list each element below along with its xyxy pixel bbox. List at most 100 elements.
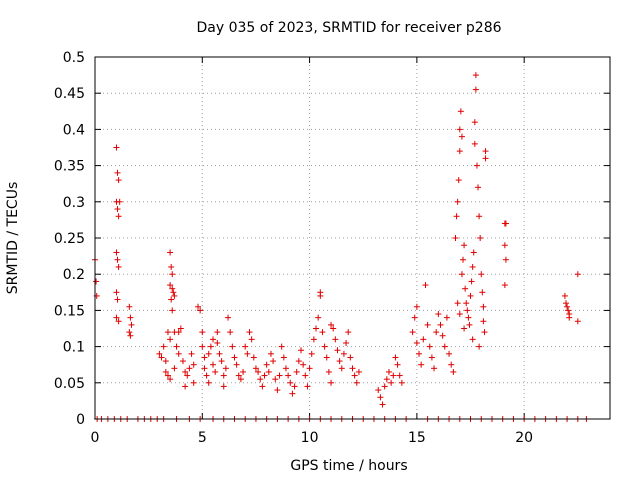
data-point [169,285,176,292]
data-point [355,368,362,375]
data-point [455,177,462,184]
data-point [222,365,229,372]
data-point [291,383,298,390]
data-point [349,365,356,372]
data-point [501,242,508,249]
data-point [128,321,135,328]
data-point [450,368,457,375]
data-point [300,361,307,368]
data-point [328,379,335,386]
y-tick-label: 0.2 [63,267,85,283]
data-point [454,300,461,307]
data-point [162,368,169,375]
data-point [464,307,471,314]
data-point [456,126,463,133]
data-point [398,379,405,386]
y-tick-label: 0.05 [54,376,85,392]
data-point [259,383,266,390]
x-axis-label: GPS time / hours [290,458,407,474]
data-point [465,314,472,321]
data-point [184,372,191,379]
data-point [439,332,446,339]
data-point [385,368,392,375]
data-point [214,339,221,346]
data-point [467,292,474,299]
data-point [456,311,463,318]
data-point [388,379,395,386]
data-point [396,372,403,379]
data-point [201,365,208,372]
data-points [92,72,590,422]
data-point [482,148,489,155]
data-point [207,343,214,350]
data-point [168,263,175,270]
data-point [214,329,221,336]
data-point [428,354,435,361]
data-point [115,213,122,220]
data-point [468,278,475,285]
data-point [170,289,177,296]
data-point [315,314,322,321]
data-point [437,321,444,328]
data-point [195,303,201,310]
data-point [205,350,212,357]
data-point [113,289,120,296]
data-point [452,235,459,241]
data-point [502,256,509,263]
data-point [227,329,234,336]
data-point [93,278,100,285]
data-point [565,307,572,314]
data-point [411,314,418,321]
data-point [216,350,223,357]
data-point [295,358,302,365]
data-point [480,318,487,325]
data-point [302,372,309,379]
data-point [298,347,304,354]
data-point [167,376,174,383]
data-point [242,343,249,350]
data-point [476,213,483,220]
data-point [319,329,326,336]
data-point [114,206,121,213]
data-point [383,376,390,383]
data-point [169,307,176,314]
data-point [477,235,484,241]
data-point [164,372,171,379]
data-point [466,321,473,328]
data-point [461,242,468,249]
data-point [431,365,438,372]
data-point [310,336,317,343]
data-point [330,325,337,332]
data-point [246,329,253,336]
data-point [443,314,450,321]
data-point [199,343,206,350]
data-point [328,321,335,328]
data-point [257,376,264,383]
data-point [115,177,122,184]
data-point [351,372,358,379]
data-point [481,329,488,336]
data-point [435,311,442,318]
data-point [244,350,251,357]
data-point [201,354,208,361]
data-point [171,292,178,299]
data-point [433,329,440,336]
data-point [126,329,133,336]
data-point [563,300,570,307]
data-point [167,282,174,289]
y-tick-label: 0.5 [63,50,85,66]
axis-ticks: 0 0.05 0.1 0.15 0.2 0.25 0.3 0.35 0.4 0.45 0.5 0 5 10… [54,50,610,446]
data-point [574,318,581,325]
data-point [426,343,433,350]
data-point [265,368,272,375]
data-point [502,220,509,227]
x-tick-label: 10 [301,430,319,446]
data-point [210,336,217,343]
y-tick-label: 0.4 [63,122,85,138]
data-point [460,256,467,263]
data-point [413,339,420,346]
data-point [416,350,423,357]
data-point [469,336,476,343]
data-point [473,162,480,169]
